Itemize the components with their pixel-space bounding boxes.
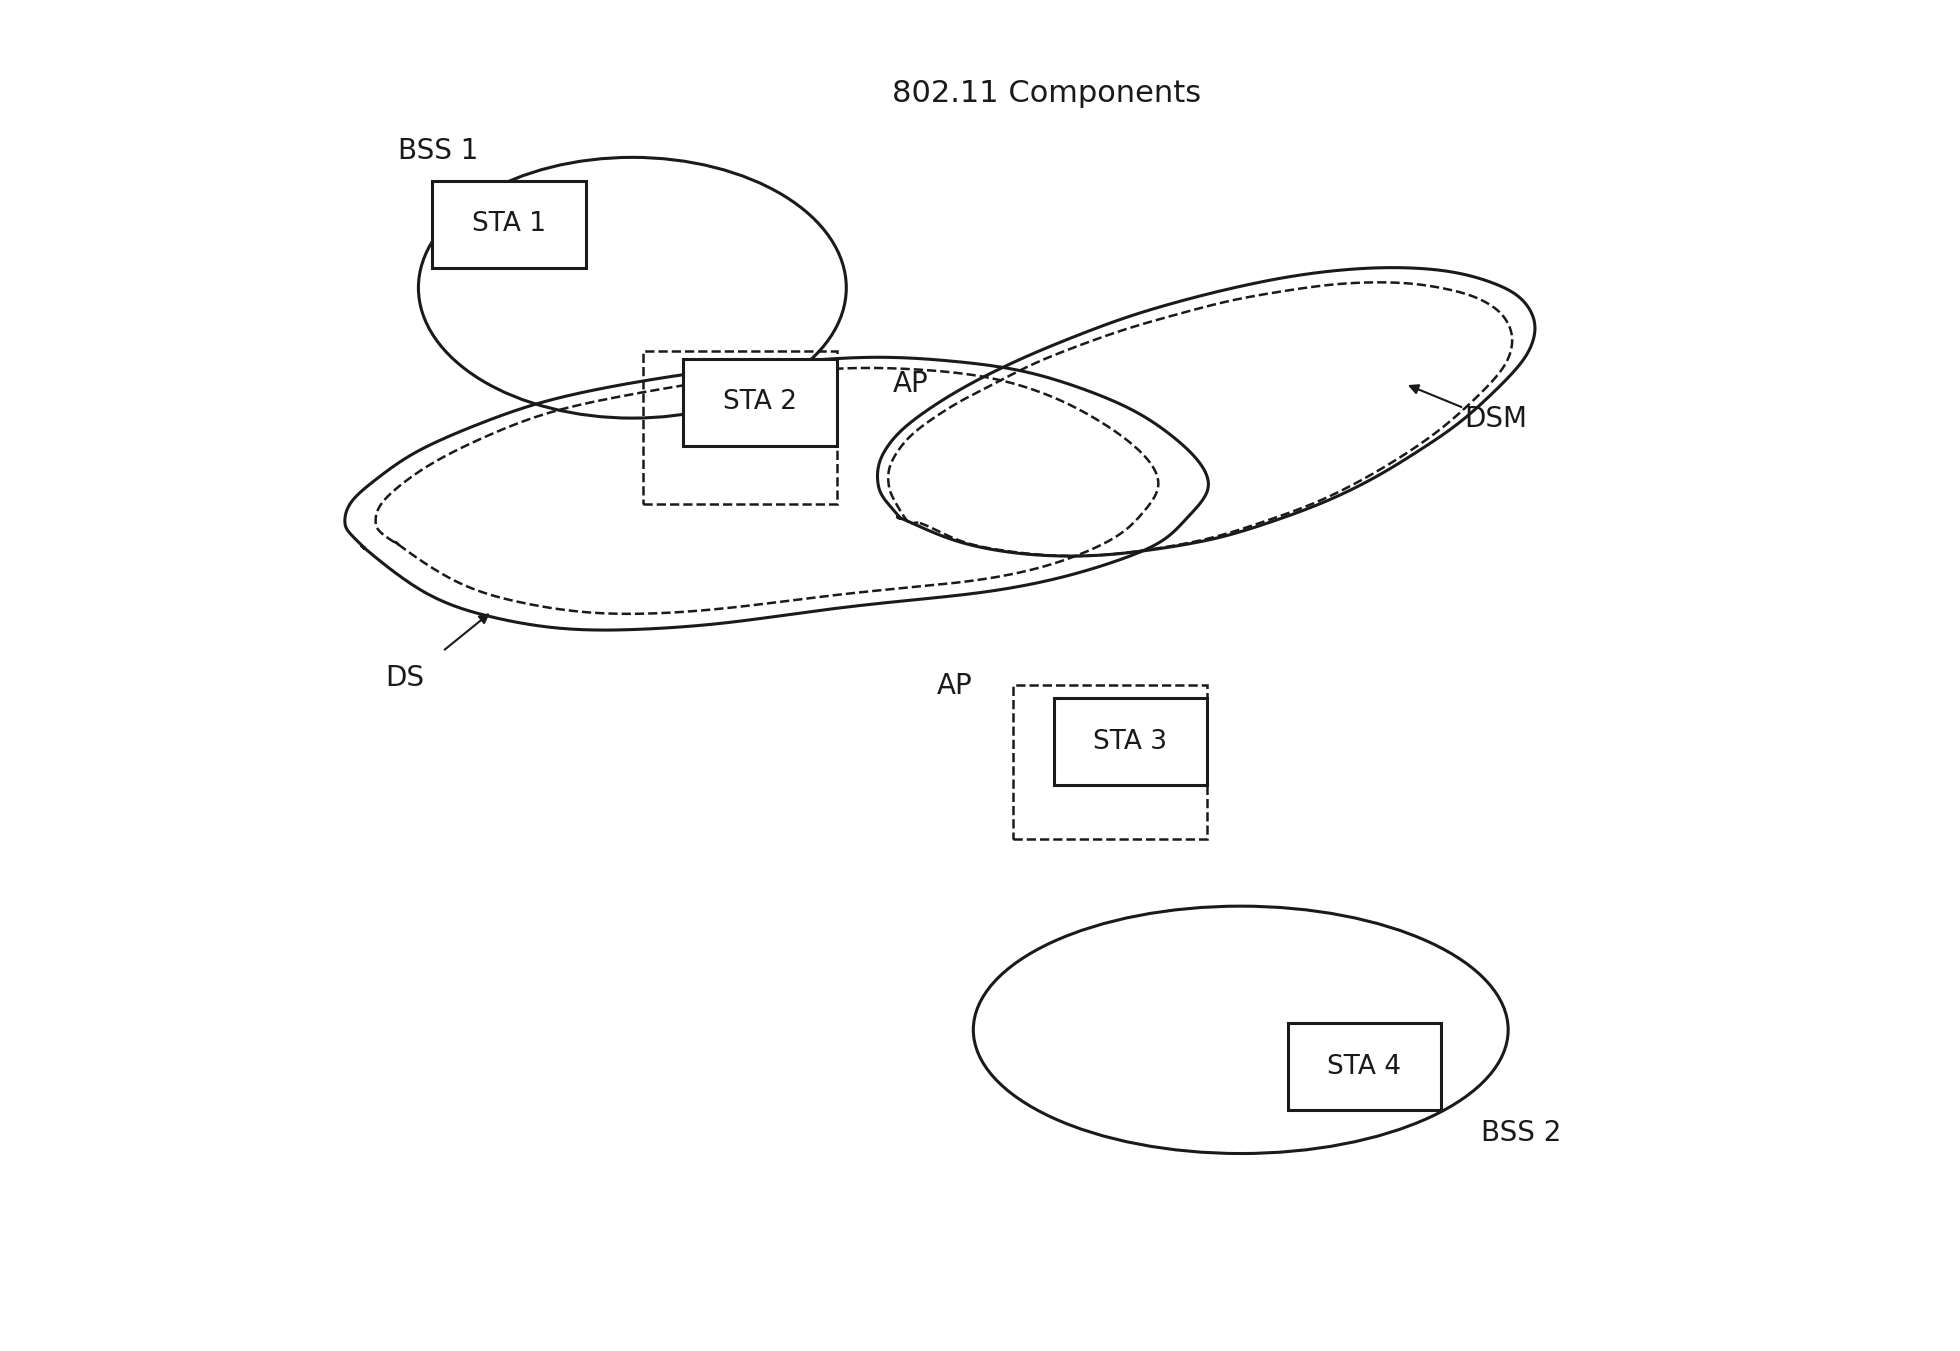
Text: DS: DS xyxy=(384,665,423,692)
Bar xyxy=(643,350,837,504)
Text: STA 4: STA 4 xyxy=(1327,1054,1401,1079)
Text: 802.11 Components: 802.11 Components xyxy=(892,80,1201,108)
Text: AP: AP xyxy=(937,673,972,700)
Text: STA 2: STA 2 xyxy=(723,389,798,415)
Bar xyxy=(1054,698,1207,785)
Text: STA 1: STA 1 xyxy=(472,211,545,238)
Text: DSM: DSM xyxy=(1464,405,1527,432)
Text: STA 3: STA 3 xyxy=(1094,728,1168,755)
Bar xyxy=(431,181,586,267)
Text: AP: AP xyxy=(894,370,929,399)
Bar xyxy=(684,358,837,446)
Bar xyxy=(1013,685,1207,839)
Text: BSS 1: BSS 1 xyxy=(398,138,478,165)
Text: BSS 2: BSS 2 xyxy=(1482,1119,1562,1147)
Bar xyxy=(1288,1023,1441,1111)
